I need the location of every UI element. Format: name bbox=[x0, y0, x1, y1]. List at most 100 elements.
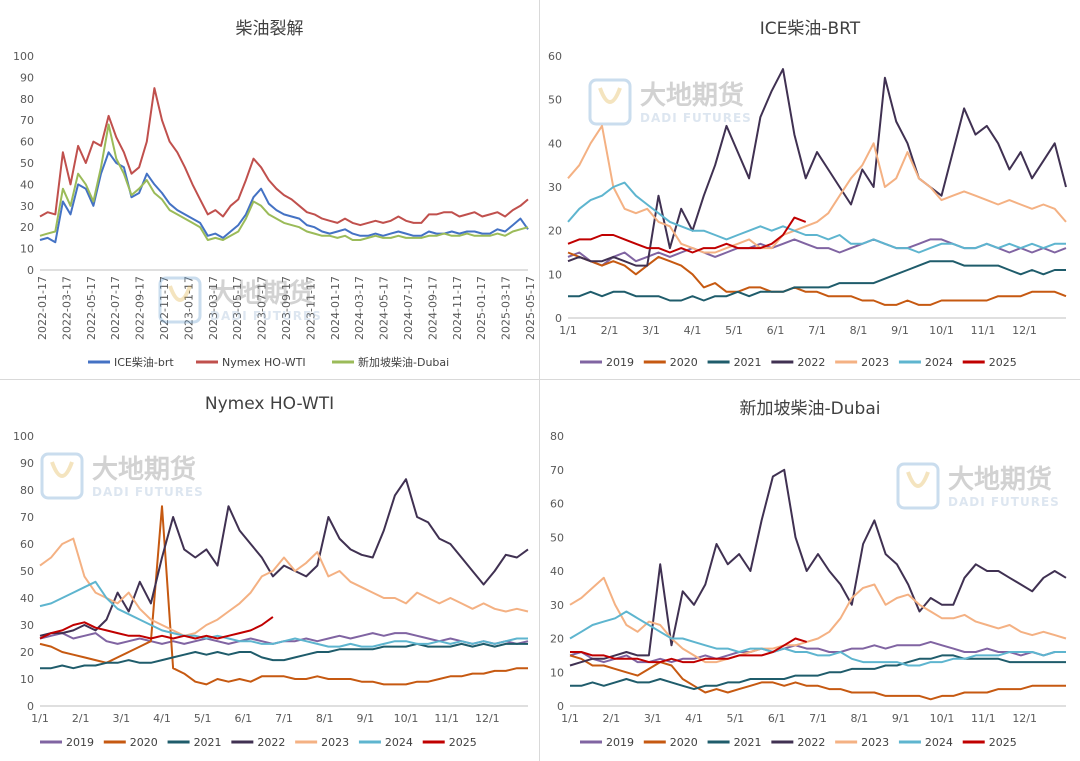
x-tick-label: 3/1 bbox=[112, 712, 130, 725]
y-tick-label: 40 bbox=[548, 137, 562, 150]
series-line-5 bbox=[567, 181, 1066, 254]
x-tick-label: 9/1 bbox=[356, 712, 374, 725]
legend-label: 2021 bbox=[734, 356, 762, 369]
x-tick-label: 3/1 bbox=[642, 324, 660, 337]
y-tick-label: 50 bbox=[548, 94, 562, 107]
series-line-4 bbox=[39, 537, 529, 637]
y-tick-label: 80 bbox=[20, 484, 34, 497]
x-tick-label: 2/1 bbox=[601, 324, 619, 337]
legend-label: 2021 bbox=[734, 736, 762, 749]
watermark-logo-frame bbox=[896, 462, 940, 510]
x-tick-label: 4/1 bbox=[153, 712, 171, 725]
chart-title: 柴油裂解 bbox=[235, 19, 304, 39]
x-tick-label: 10/1 bbox=[930, 712, 955, 725]
x-tick-label: 11/1 bbox=[971, 324, 996, 337]
x-tick-label: 8/1 bbox=[316, 712, 334, 725]
y-tick-label: 0 bbox=[555, 312, 562, 325]
watermark-en: DADI FUTURES bbox=[948, 495, 1060, 509]
watermark-cn: 大地期货 bbox=[948, 464, 1052, 495]
watermark-en: DADI FUTURES bbox=[640, 111, 752, 125]
x-tick-label: 2024-01-17 bbox=[329, 276, 342, 340]
watermark-logo-mark bbox=[50, 461, 74, 478]
watermark-cn: 大地期货 bbox=[640, 80, 744, 111]
legend-label: 2024 bbox=[385, 736, 413, 749]
x-tick-label: 2025-03-17 bbox=[500, 276, 513, 340]
x-tick-label: 2024-03-17 bbox=[353, 276, 366, 340]
y-tick-label: 30 bbox=[20, 200, 34, 213]
chart-panel-singapore-dubai: 0 10 20 30 40 50 60 70 80 1/1 2/1 3/1 4/1 5/1 6/1 7/1 8/… bbox=[540, 380, 1080, 761]
chart-title: Nymex HO-WTI bbox=[204, 394, 335, 414]
series-line-3 bbox=[567, 68, 1067, 267]
y-tick-label: 90 bbox=[20, 71, 34, 84]
series-line-5 bbox=[39, 580, 528, 648]
y-tick-label: 20 bbox=[548, 225, 562, 238]
legend-label: 2019 bbox=[66, 736, 94, 749]
legend-label: 2024 bbox=[925, 736, 953, 749]
x-tick-label: 10/1 bbox=[394, 712, 419, 725]
y-tick-label: 10 bbox=[550, 666, 564, 679]
x-tick-label: 2022-11-17 bbox=[158, 276, 171, 340]
y-tick-label: 90 bbox=[20, 457, 34, 470]
x-tick-label: 3/1 bbox=[644, 712, 662, 725]
x-tick-label: 10/1 bbox=[929, 324, 954, 337]
series-line-6 bbox=[570, 637, 807, 664]
y-tick-label: 50 bbox=[20, 565, 34, 578]
y-tick-label: 0 bbox=[27, 700, 34, 713]
y-tick-label: 80 bbox=[550, 430, 564, 443]
x-tick-label: 8/1 bbox=[850, 324, 868, 337]
y-tick-label: 20 bbox=[20, 221, 34, 234]
chart-svg: 0 10 20 30 40 50 60 70 80 90 100 2022-01-17 2022-03-… bbox=[13, 50, 537, 369]
series-line-3 bbox=[569, 468, 1067, 667]
x-tick-label: 2022-01-17 bbox=[36, 276, 49, 340]
watermark-logo-mark bbox=[906, 471, 930, 488]
legend-label: 2020 bbox=[130, 736, 158, 749]
x-tick-label: 2023-09-17 bbox=[280, 276, 293, 340]
y-tick-label: 100 bbox=[13, 50, 34, 63]
x-tick-label: 2025-05-17 bbox=[524, 276, 537, 340]
series-line-2 bbox=[40, 642, 528, 670]
y-tick-label: 40 bbox=[20, 178, 34, 191]
legend-label: Nymex HO-WTI bbox=[222, 356, 306, 369]
x-tick-label: 11/1 bbox=[971, 712, 996, 725]
watermark-logo-mark bbox=[168, 285, 192, 302]
y-tick-label: 70 bbox=[20, 114, 34, 127]
y-tick-label: 30 bbox=[550, 599, 564, 612]
series-line-2 bbox=[39, 123, 529, 241]
legend-label: 2023 bbox=[321, 736, 349, 749]
x-tick-label: 1/1 bbox=[31, 712, 49, 725]
y-tick-label: 20 bbox=[20, 646, 34, 659]
series-line-0 bbox=[39, 151, 529, 244]
y-tick-label: 80 bbox=[20, 93, 34, 106]
legend-label: 2022 bbox=[797, 356, 825, 369]
series-line-4 bbox=[567, 124, 1067, 254]
y-tick-label: 60 bbox=[20, 538, 34, 551]
legend-label: 2020 bbox=[670, 736, 698, 749]
x-tick-label: 2023-05-17 bbox=[231, 276, 244, 340]
y-tick-label: 30 bbox=[548, 181, 562, 194]
y-tick-label: 50 bbox=[550, 531, 564, 544]
x-tick-label: 2/1 bbox=[602, 712, 620, 725]
y-tick-label: 40 bbox=[20, 592, 34, 605]
y-tick-label: 20 bbox=[550, 633, 564, 646]
y-tick-label: 10 bbox=[20, 243, 34, 256]
watermark-en: DADI FUTURES bbox=[92, 485, 204, 499]
watermark-logo-frame bbox=[158, 276, 202, 324]
x-tick-label: 5/1 bbox=[726, 712, 744, 725]
legend-label: 2023 bbox=[861, 736, 889, 749]
x-tick-label: 2022-03-17 bbox=[60, 276, 73, 340]
x-tick-label: 4/1 bbox=[684, 324, 702, 337]
legend-label: 新加坡柴油-Dubai bbox=[358, 355, 449, 369]
x-tick-label: 6/1 bbox=[768, 712, 786, 725]
chart-panel-ice-brt: 0 10 20 30 40 50 60 1/1 2/1 3/1 4/1 5/1 6/1 7/1 8/1 9/1… bbox=[540, 0, 1080, 380]
y-tick-label: 30 bbox=[20, 619, 34, 632]
y-tick-label: 60 bbox=[20, 136, 34, 149]
legend-label: 2019 bbox=[606, 356, 634, 369]
y-tick-label: 10 bbox=[548, 268, 562, 281]
watermark-logo-frame bbox=[40, 452, 84, 500]
legend-label: 2021 bbox=[194, 736, 222, 749]
x-tick-label: 12/1 bbox=[1012, 712, 1037, 725]
y-tick-label: 50 bbox=[20, 157, 34, 170]
